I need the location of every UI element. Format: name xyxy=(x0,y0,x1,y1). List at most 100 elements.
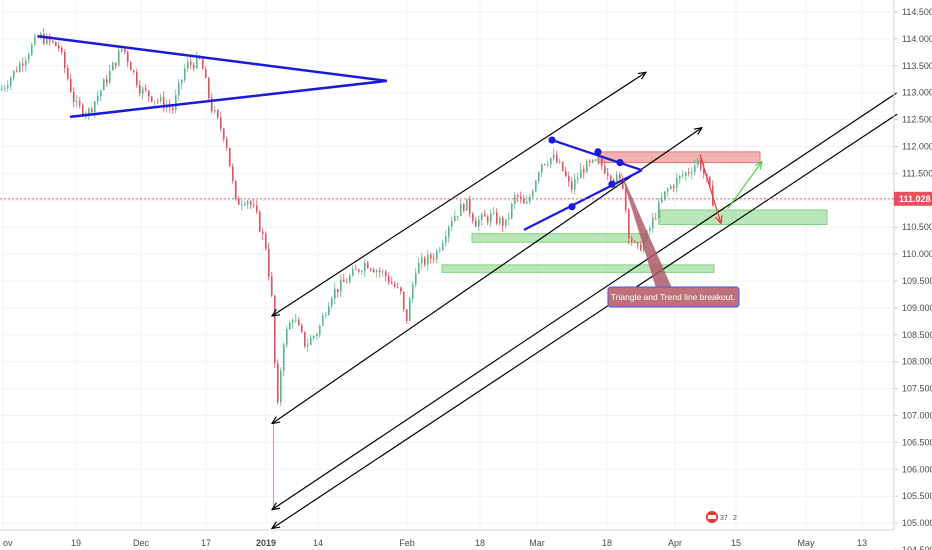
y-tick-label: 111.500 xyxy=(902,168,932,178)
candle-body xyxy=(598,158,600,161)
y-tick-label: 109.000 xyxy=(902,303,932,313)
candle-body xyxy=(82,104,84,115)
candle-body xyxy=(550,158,552,165)
x-tick-label: 2019 xyxy=(256,538,276,548)
candle-body xyxy=(100,90,102,96)
candle-body xyxy=(52,40,54,42)
candle-body xyxy=(499,217,501,224)
candle-body xyxy=(574,179,576,190)
candle-body xyxy=(406,309,408,321)
candle-body xyxy=(43,34,45,44)
candle-body xyxy=(64,52,66,68)
candle-body xyxy=(616,174,618,182)
callout-pointer xyxy=(620,170,672,288)
candle-body xyxy=(187,62,189,69)
candle-body xyxy=(28,54,30,61)
y-tick-label: 114.000 xyxy=(902,34,932,44)
candle-body xyxy=(193,64,195,69)
candle-body xyxy=(226,139,228,148)
candle-body xyxy=(67,67,69,79)
candle-body xyxy=(547,164,549,166)
candle-body xyxy=(196,56,198,69)
x-tick-label: ov xyxy=(3,538,13,548)
candle-body xyxy=(121,48,123,51)
candle-body xyxy=(190,62,192,65)
candle-body xyxy=(175,95,177,110)
y-tick-label: 107.000 xyxy=(902,411,932,421)
candle-body xyxy=(13,70,15,78)
candle-body xyxy=(286,329,288,345)
candle-body xyxy=(361,271,363,272)
candle-body xyxy=(244,204,246,205)
candle-body xyxy=(688,172,690,174)
candle-body xyxy=(637,242,639,245)
candle-body xyxy=(529,196,531,202)
candle-body xyxy=(610,175,612,181)
candle-body xyxy=(271,276,273,296)
candle-body xyxy=(373,269,375,273)
candle-body xyxy=(571,181,573,190)
candle-body xyxy=(601,158,603,166)
candle-body xyxy=(538,172,540,181)
support-zone-lower xyxy=(441,264,715,273)
candle-body xyxy=(322,315,324,326)
pivot-dot xyxy=(568,203,576,211)
x-tick-label: 17 xyxy=(201,538,211,548)
candle-body xyxy=(586,160,588,173)
candle-body xyxy=(94,101,96,112)
candle-body xyxy=(1,88,3,91)
candle-body xyxy=(418,263,420,274)
candle-body xyxy=(460,204,462,216)
candle-body xyxy=(397,286,399,288)
candle-body xyxy=(394,283,396,287)
pivot-dot xyxy=(548,136,556,144)
candle-body xyxy=(658,202,660,219)
candle-body xyxy=(439,249,441,251)
candle-body xyxy=(217,109,219,118)
support-zone-middle xyxy=(471,233,646,243)
candle-body xyxy=(376,270,378,273)
small-triangle-lower xyxy=(523,169,643,231)
candle-body xyxy=(235,180,237,199)
idea-badge[interactable]: 37 2 xyxy=(706,511,737,523)
candle-body xyxy=(274,295,276,364)
y-tick-label: 109.500 xyxy=(902,276,932,286)
candle-body xyxy=(580,169,582,179)
x-tick-label: 15 xyxy=(731,538,741,548)
candle-body xyxy=(178,83,180,96)
breakout-note-text: Triangle and Trend line breakout. xyxy=(611,292,735,302)
candle-body xyxy=(400,287,402,292)
candle-body xyxy=(124,48,126,52)
candle-body xyxy=(709,176,711,186)
candle-body xyxy=(409,298,411,321)
candle-body xyxy=(412,284,414,299)
candle-body xyxy=(295,319,297,321)
candle-body xyxy=(109,70,111,83)
candle-body xyxy=(517,195,519,197)
candle-body xyxy=(541,164,543,173)
candle-body xyxy=(229,147,231,167)
y-tick-label: 114.500 xyxy=(902,7,932,17)
time-ticks: ov 19 Dec 17 2019 14 Feb 18 Mar 18 Apr 15 May 13 xyxy=(3,538,867,548)
candle-body xyxy=(484,214,486,217)
candle-body xyxy=(301,325,303,332)
candle-body xyxy=(22,63,24,66)
candle-body xyxy=(697,159,699,166)
candle-body xyxy=(154,100,156,102)
price-axis xyxy=(0,0,895,531)
pivot-dot xyxy=(616,159,624,167)
candle-body xyxy=(88,108,90,114)
candle-body xyxy=(16,70,18,72)
projection-down-arrow xyxy=(699,154,721,224)
candle-body xyxy=(253,204,255,206)
candle-body xyxy=(457,215,459,217)
candle-body xyxy=(490,213,492,222)
candle-body xyxy=(280,370,282,403)
candle-body xyxy=(661,198,663,203)
candle-body xyxy=(259,211,261,232)
candle-body xyxy=(556,154,558,163)
candle-body xyxy=(694,165,696,173)
y-tick-label: 108.500 xyxy=(902,330,932,340)
y-tick-label: 112.000 xyxy=(902,142,932,152)
candle-body xyxy=(19,63,21,72)
